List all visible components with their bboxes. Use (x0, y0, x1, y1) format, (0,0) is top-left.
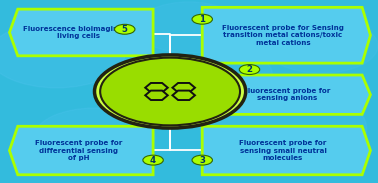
Circle shape (239, 65, 260, 74)
Text: Fluorescent probe for
sensing small neutral
molecules: Fluorescent probe for sensing small neut… (239, 140, 327, 161)
Circle shape (143, 155, 163, 165)
Text: Fluorescence bioimaging in
living cells: Fluorescence bioimaging in living cells (23, 26, 133, 39)
Circle shape (200, 88, 367, 168)
Text: Fluorescent probe for
sensing anions: Fluorescent probe for sensing anions (243, 88, 331, 101)
Text: 2: 2 (246, 65, 253, 74)
Polygon shape (145, 91, 168, 100)
Text: 5: 5 (122, 25, 128, 34)
Text: 3: 3 (199, 156, 205, 165)
Circle shape (100, 58, 240, 125)
Circle shape (192, 155, 212, 165)
Circle shape (94, 55, 246, 128)
Text: Fluorescent probe for Sensing
transition metal cations/toxic
metal cations: Fluorescent probe for Sensing transition… (222, 25, 344, 46)
Circle shape (34, 108, 155, 167)
Circle shape (0, 22, 125, 88)
Polygon shape (202, 7, 370, 63)
Text: Fluorescent probe for
differential sensing
of pH: Fluorescent probe for differential sensi… (35, 140, 122, 161)
Polygon shape (9, 126, 153, 175)
Text: 4: 4 (150, 156, 156, 165)
Polygon shape (9, 9, 153, 56)
Polygon shape (210, 75, 370, 114)
Polygon shape (145, 83, 168, 92)
Text: 1: 1 (199, 15, 205, 24)
Circle shape (192, 14, 212, 24)
Polygon shape (172, 91, 195, 100)
Circle shape (136, 2, 242, 53)
Polygon shape (172, 83, 195, 92)
Polygon shape (202, 126, 370, 175)
Circle shape (265, 18, 378, 73)
Circle shape (115, 24, 135, 34)
Circle shape (181, 51, 272, 95)
